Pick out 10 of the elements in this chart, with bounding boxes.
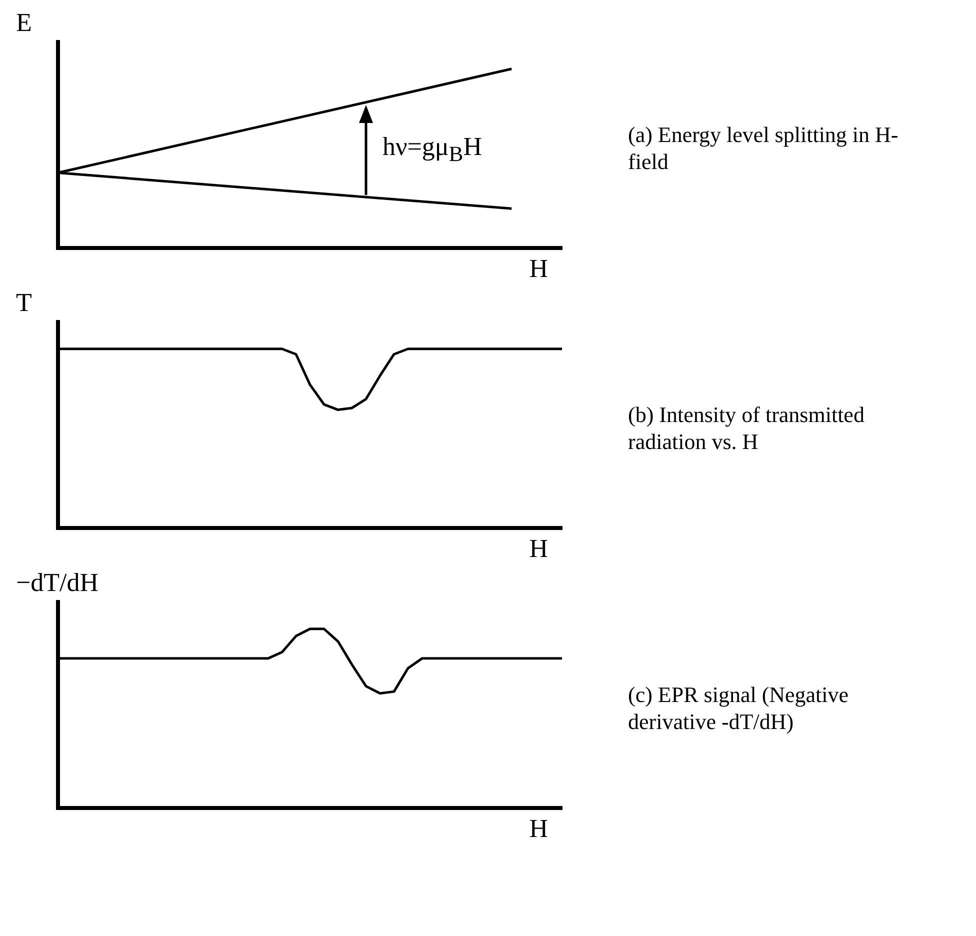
text: (c) EPR signal (Negative derivative -dT/dH) — [628, 680, 850, 736]
x-axis-title: H — [529, 534, 548, 564]
annotation: hν=gμ$_{B}$H — [382, 132, 482, 168]
x-axis-title: H — [529, 814, 548, 844]
x-axis-title: H — [529, 254, 548, 284]
y-axis-title: E — [16, 8, 32, 38]
text: (a) Energy level splitting in H-field — [628, 120, 900, 176]
text: (b) Intensity of transmitted radiation vs. H — [628, 400, 866, 456]
y-axis-title: T — [16, 288, 32, 318]
y-axis-title: −dT/dH — [16, 568, 99, 598]
